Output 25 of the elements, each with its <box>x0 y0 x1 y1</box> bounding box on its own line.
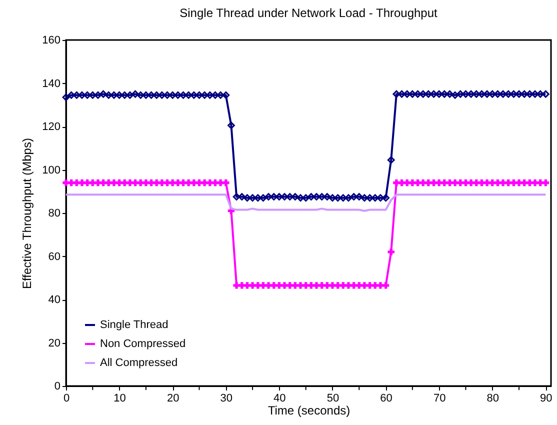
legend-label: All Compressed <box>100 357 178 369</box>
x-tick-label: 20 <box>166 392 180 404</box>
x-tick-label: 30 <box>220 392 233 404</box>
y-tick-label: 60 <box>48 250 60 263</box>
x-tick-label: 80 <box>486 392 499 404</box>
y-tick-label: 100 <box>42 164 60 176</box>
y-tick-label: 140 <box>42 78 60 90</box>
chart-title: Single Thread under Network Load - Throughput <box>180 6 438 20</box>
x-tick-label: 40 <box>274 392 286 404</box>
x-tick-label: 0 <box>63 392 70 404</box>
x-tick-label: 90 <box>540 392 552 404</box>
y-tick-label: 40 <box>48 294 60 306</box>
x-tick-label: 60 <box>380 392 392 404</box>
y-tick-label: 80 <box>48 208 60 220</box>
y-axis-title: Effective Throughput (Mbps) <box>20 138 34 289</box>
y-tick-label: 20 <box>48 337 60 350</box>
y-tick-label: 0 <box>54 380 60 392</box>
y-tick-label: 160 <box>42 34 60 46</box>
x-tick-label: 70 <box>433 392 446 404</box>
legend-label: Non Compressed <box>100 338 186 350</box>
y-tick-label: 120 <box>42 121 60 133</box>
x-tick-label: 10 <box>114 392 126 404</box>
legend-label: Single Thread <box>100 319 168 331</box>
x-tick-label: 50 <box>326 392 340 404</box>
x-axis-title: Time (seconds) <box>268 404 350 418</box>
